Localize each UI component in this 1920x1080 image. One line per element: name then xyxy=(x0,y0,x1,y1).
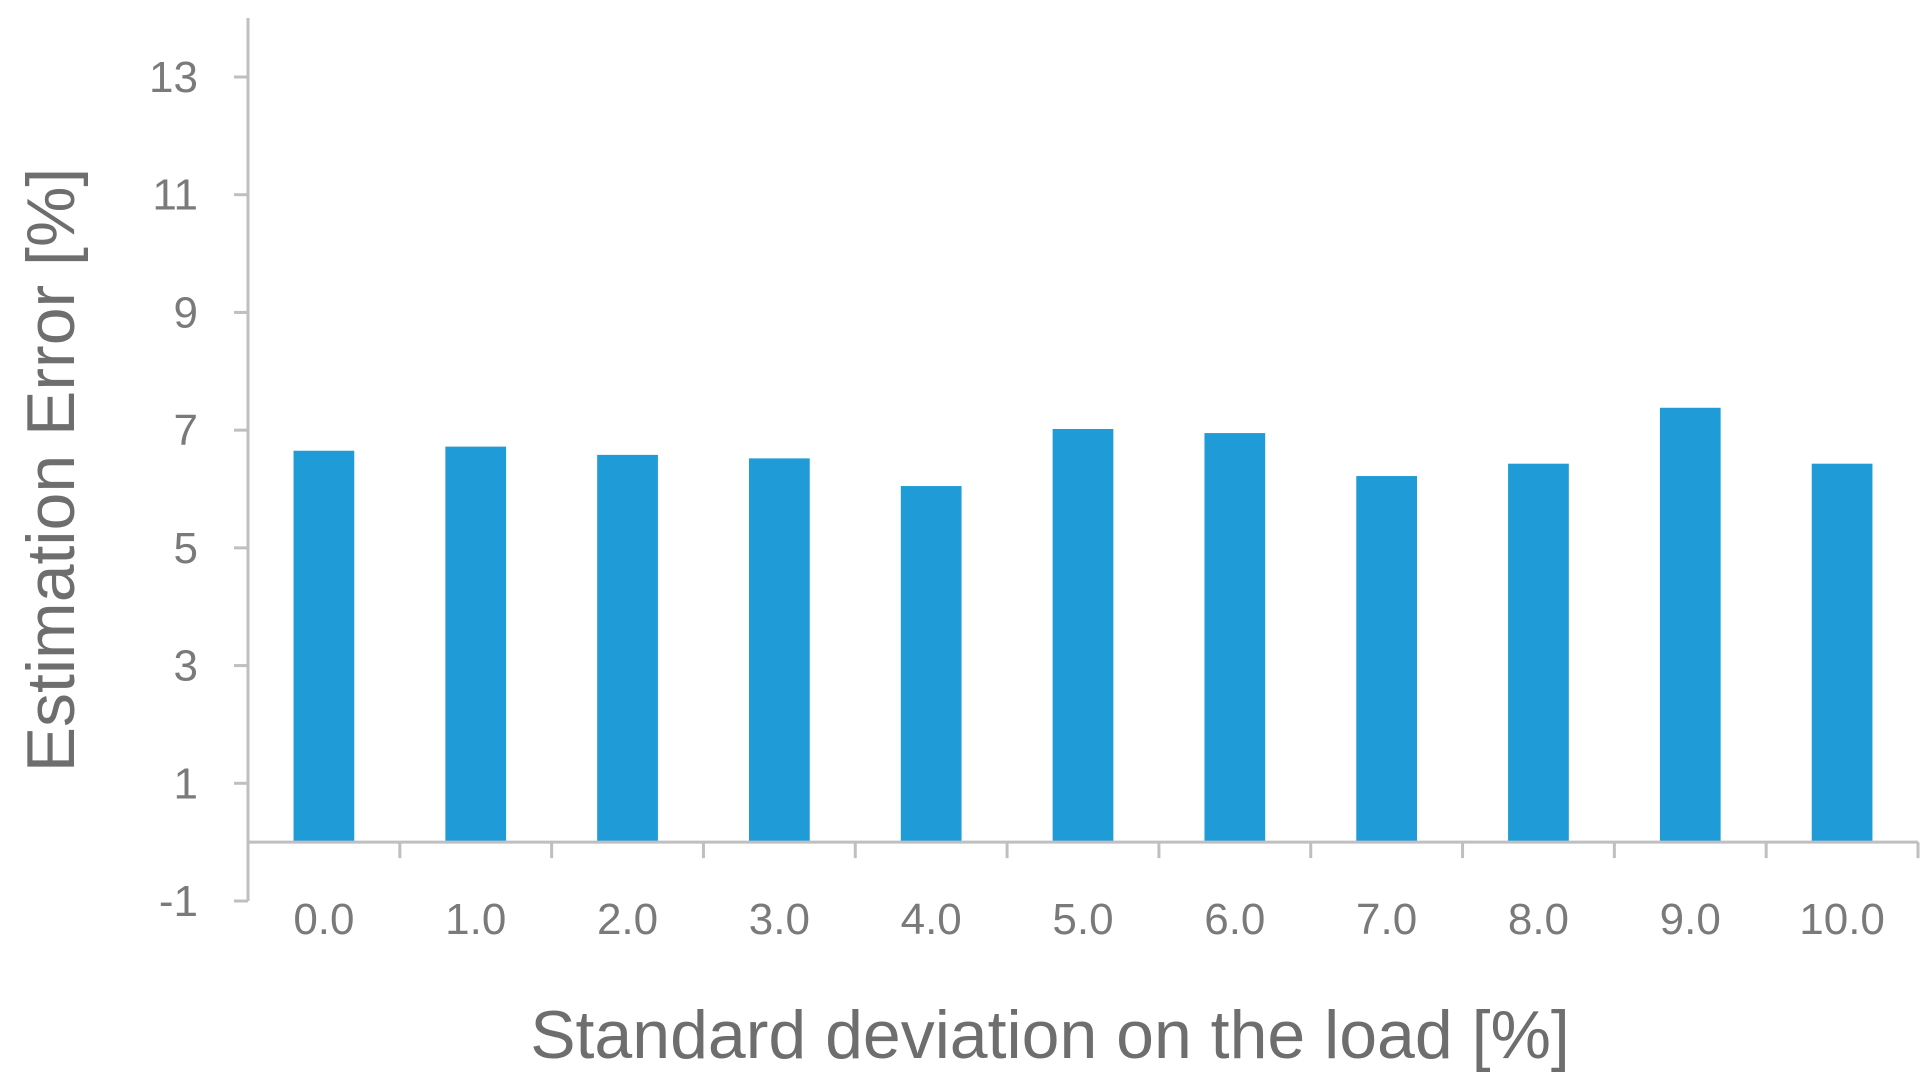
bar-0.0 xyxy=(293,450,355,843)
bar-9.0 xyxy=(1659,407,1721,843)
x-axis-tick-labels: 0.0 1.0 2.0 3.0 4.0 5.0 6.0 7.0 8.0 9.0 10.0 xyxy=(293,895,1885,944)
y-tick-label-6: 1 xyxy=(174,759,198,808)
bar-2.0 xyxy=(597,454,658,843)
bar-8.0 xyxy=(1508,463,1569,843)
y-axis-tick-labels: 13 11 9 7 5 3 1 -1 xyxy=(149,53,198,926)
x-tick-label-1.0: 1.0 xyxy=(445,895,506,944)
x-tick-label-7.0: 7.0 xyxy=(1356,895,1417,944)
y-tick-label-4: 5 xyxy=(174,524,198,573)
y-tick-label-1: 11 xyxy=(152,171,198,220)
x-tick-label-6.0: 6.0 xyxy=(1204,895,1265,944)
y-tick-label-2: 9 xyxy=(174,288,198,337)
x-tick-label-0.0: 0.0 xyxy=(293,895,354,944)
x-tick-label-5.0: 5.0 xyxy=(1052,895,1113,944)
x-tick-label-8.0: 8.0 xyxy=(1508,895,1569,944)
x-tick-label-3.0: 3.0 xyxy=(749,895,810,944)
y-tick-label-5: 3 xyxy=(174,642,198,691)
y-tick-label-3: 7 xyxy=(174,406,198,455)
x-axis-title: Standard deviation on the load [%] xyxy=(530,997,1570,1073)
bar-5.0 xyxy=(1052,428,1114,843)
bar-3.0 xyxy=(749,458,810,843)
x-tick-label-9.0: 9.0 xyxy=(1660,895,1721,944)
x-axis-ticks xyxy=(246,842,1920,859)
bars xyxy=(293,407,1873,843)
bar-7.0 xyxy=(1356,476,1417,843)
y-axis-ticks xyxy=(234,75,248,903)
bar-4.0 xyxy=(900,486,962,843)
x-tick-label-2.0: 2.0 xyxy=(597,895,658,944)
x-tick-label-10.0: 10.0 xyxy=(1799,895,1885,944)
y-tick-label-0: 13 xyxy=(149,53,198,102)
y-tick-label-7: -1 xyxy=(159,877,198,926)
y-axis-title: Estimation Error [%] xyxy=(13,168,89,773)
bar-10.0 xyxy=(1811,463,1873,843)
bar-1.0 xyxy=(445,446,507,843)
x-tick-label-4.0: 4.0 xyxy=(901,895,962,944)
bar-6.0 xyxy=(1204,433,1266,843)
